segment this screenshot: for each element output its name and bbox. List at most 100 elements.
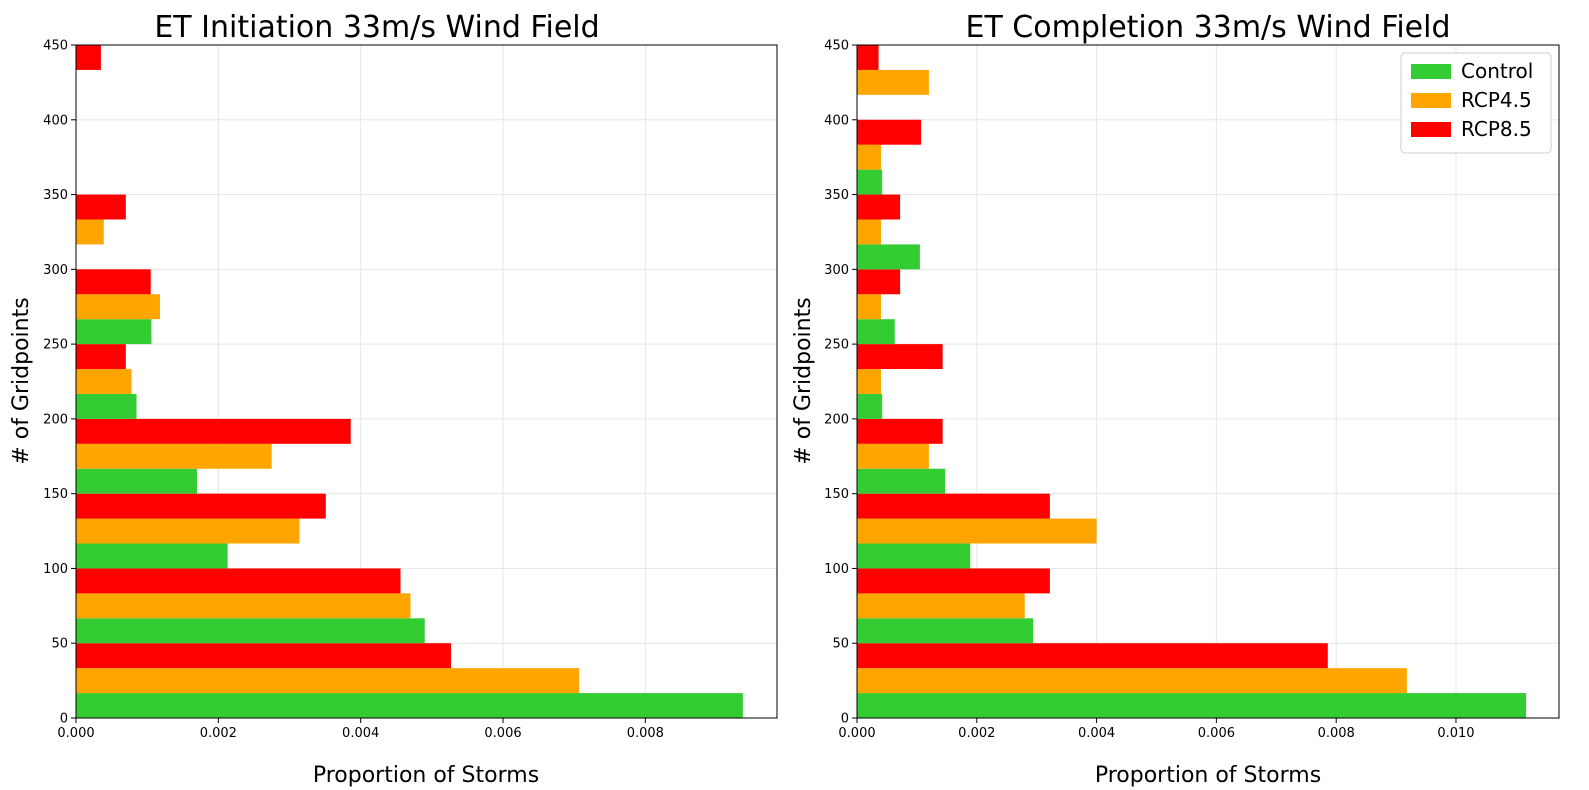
- legend-swatch: [1411, 93, 1451, 108]
- bar-rcp85: [857, 568, 1050, 594]
- x-tick-label: 0.006: [484, 726, 521, 741]
- bar-control: [857, 468, 946, 494]
- bar-rcp45: [857, 294, 881, 320]
- bar-rcp45: [76, 294, 160, 320]
- bar-rcp45: [857, 219, 881, 245]
- x-tick-label: 0.000: [838, 726, 875, 741]
- bar-control: [76, 393, 137, 419]
- bar-rcp85: [857, 344, 943, 370]
- bar-control: [76, 693, 743, 718]
- bar-control: [857, 169, 883, 195]
- y-tick-label: 350: [824, 188, 849, 203]
- bar-rcp45: [76, 593, 411, 619]
- bar-rcp45: [857, 593, 1025, 619]
- x-tick-label: 0.002: [200, 726, 237, 741]
- bar-control: [76, 468, 197, 494]
- legend-swatch: [1411, 122, 1451, 137]
- y-tick-label: 400: [824, 113, 849, 128]
- bar-rcp45: [76, 668, 580, 694]
- bar-rcp45: [76, 369, 132, 394]
- y-ticks: 0 50 100 150 200 250 300 350 400 450: [824, 39, 857, 727]
- legend: Control RCP4.5 RCP8.5: [1400, 52, 1552, 154]
- y-tick-label: 350: [43, 188, 68, 203]
- bar-rcp85: [857, 194, 901, 220]
- bar-rcp45: [857, 69, 929, 95]
- x-tick-label: 0.010: [1437, 726, 1474, 741]
- y-ticks: 0 50 100 150 200 250 300 350 400 450: [43, 39, 76, 727]
- bar-rcp45: [857, 668, 1407, 694]
- legend-label: RCP8.5: [1461, 117, 1532, 141]
- x-tick-label: 0.000: [57, 726, 94, 741]
- bar-rcp85: [76, 418, 351, 444]
- x-axis-label: Proportion of Storms: [313, 763, 539, 788]
- bar-control: [857, 618, 1034, 644]
- bars: [857, 45, 1527, 718]
- bar-rcp85: [857, 493, 1050, 519]
- bar-control: [857, 543, 971, 569]
- chart-title: ET Completion 33m/s Wind Field: [965, 10, 1450, 45]
- y-tick-label: 150: [43, 487, 68, 502]
- y-axis-label: # of Gridpoints: [9, 297, 34, 464]
- x-ticks: 0.000 0.002 0.004 0.006 0.008: [57, 718, 664, 741]
- chart-et-initiation: ET Initiation 33m/s Wind Field Proportio…: [9, 10, 778, 788]
- bar-control: [857, 393, 883, 419]
- legend-swatch: [1411, 64, 1451, 79]
- bar-rcp85: [857, 45, 879, 70]
- y-tick-label: 450: [43, 39, 68, 54]
- bar-rcp45: [76, 219, 104, 245]
- y-tick-label: 100: [824, 562, 849, 577]
- y-tick-label: 300: [824, 263, 849, 278]
- x-tick-label: 0.008: [627, 726, 664, 741]
- x-tick-label: 0.008: [1318, 726, 1355, 741]
- y-tick-label: 150: [824, 487, 849, 502]
- y-tick-label: 50: [51, 637, 68, 652]
- bar-rcp85: [76, 45, 101, 70]
- x-tick-label: 0.004: [342, 726, 379, 741]
- chart-title: ET Initiation 33m/s Wind Field: [154, 10, 599, 45]
- bar-control: [857, 319, 895, 345]
- bar-rcp45: [857, 369, 881, 394]
- x-tick-label: 0.002: [958, 726, 995, 741]
- bars: [76, 45, 743, 718]
- bar-rcp45: [857, 144, 881, 170]
- bar-control: [76, 543, 228, 569]
- bar-rcp85: [857, 418, 943, 444]
- bar-rcp85: [857, 119, 922, 145]
- chart-et-completion: ET Completion 33m/s Wind Field Proportio…: [791, 10, 1560, 788]
- bar-control: [76, 618, 425, 644]
- plot-frame: [75, 44, 778, 719]
- bar-rcp85: [76, 568, 401, 594]
- bar-control: [76, 319, 152, 345]
- bar-rcp85: [76, 493, 326, 519]
- y-tick-label: 0: [841, 712, 849, 727]
- y-tick-label: 300: [43, 263, 68, 278]
- y-tick-label: 200: [824, 412, 849, 427]
- y-tick-label: 250: [824, 338, 849, 353]
- bar-rcp45: [857, 443, 929, 469]
- legend-label: RCP4.5: [1461, 88, 1532, 112]
- bar-rcp85: [76, 344, 126, 370]
- bar-rcp85: [76, 643, 452, 669]
- x-ticks: 0.000 0.002 0.004 0.006 0.008 0.010: [838, 718, 1475, 741]
- bar-rcp45: [857, 518, 1097, 544]
- plot-frame: [856, 44, 1560, 719]
- y-tick-label: 0: [60, 712, 68, 727]
- bar-rcp85: [857, 643, 1328, 669]
- y-axis-label: # of Gridpoints: [791, 297, 816, 464]
- x-tick-label: 0.004: [1078, 726, 1115, 741]
- bar-rcp45: [76, 518, 300, 544]
- x-tick-label: 0.006: [1198, 726, 1235, 741]
- bar-control: [857, 693, 1527, 718]
- x-axis-label: Proportion of Storms: [1095, 763, 1321, 788]
- y-tick-label: 450: [824, 39, 849, 54]
- legend-label: Control: [1461, 59, 1533, 83]
- bar-rcp45: [76, 443, 272, 469]
- bar-rcp85: [76, 269, 151, 295]
- y-tick-label: 50: [832, 637, 849, 652]
- bar-control: [857, 244, 920, 270]
- bar-rcp85: [76, 194, 126, 220]
- y-tick-label: 100: [43, 562, 68, 577]
- y-tick-label: 250: [43, 338, 68, 353]
- bar-rcp85: [857, 269, 901, 295]
